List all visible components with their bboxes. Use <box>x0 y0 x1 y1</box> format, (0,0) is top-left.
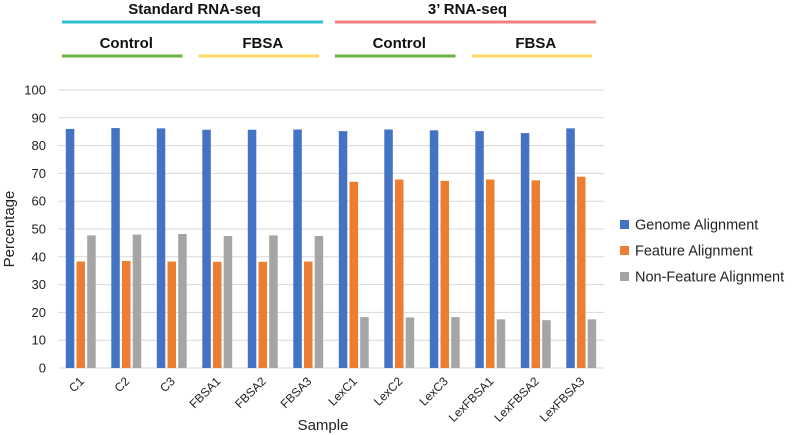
y-tick-label: 20 <box>32 305 46 320</box>
x-tick-label: LexFBSA2 <box>491 374 542 425</box>
bar-feature-alignment-c2 <box>122 260 131 368</box>
legend-label: Genome Alignment <box>635 218 758 234</box>
subgroup-header-label: Control <box>100 35 153 52</box>
bar-genome-alignment-fbsa3 <box>293 129 302 368</box>
subgroup-header-label: FBSA <box>515 35 556 52</box>
bar-genome-alignment-c2 <box>111 128 120 368</box>
x-tick-label: LexC3 <box>416 374 451 409</box>
x-tick-label: LexFBSA3 <box>537 374 588 425</box>
bar-feature-alignment-fbsa2 <box>258 261 267 368</box>
legend-label: Feature Alignment <box>635 244 753 260</box>
y-tick-label: 30 <box>32 277 46 292</box>
bar-feature-alignment-lexfbsa2 <box>531 180 540 368</box>
bar-feature-alignment-fbsa3 <box>304 261 313 368</box>
bar-genome-alignment-lexc1 <box>338 131 348 368</box>
bar-non-feature-alignment-c2 <box>132 234 142 368</box>
bar-non-feature-alignment-c3 <box>178 234 187 368</box>
x-axis-title: Sample <box>298 417 349 434</box>
bar-genome-alignment-lexfbsa1 <box>475 131 484 368</box>
bar-genome-alignment-lexfbsa2 <box>520 133 530 368</box>
bar-genome-alignment-c3 <box>156 128 166 368</box>
y-tick-label: 60 <box>32 194 46 209</box>
bar-feature-alignment-lexc2 <box>395 179 404 368</box>
bar-non-feature-alignment-c1 <box>87 235 96 368</box>
y-tick-label: 90 <box>32 110 46 125</box>
bars <box>65 128 597 368</box>
y-tick-label: 70 <box>32 166 46 181</box>
bar-non-feature-alignment-lexfbsa3 <box>587 319 597 368</box>
bar-genome-alignment-fbsa2 <box>247 129 257 368</box>
bar-non-feature-alignment-lexfbsa2 <box>542 320 551 368</box>
x-tick-label: C3 <box>157 374 178 395</box>
x-tick-label: FBSA3 <box>278 374 315 411</box>
group-header-label: Standard RNA-seq <box>128 1 261 18</box>
y-tick-label: 10 <box>32 333 46 348</box>
bar-feature-alignment-fbsa1 <box>213 261 222 368</box>
bar-non-feature-alignment-fbsa1 <box>223 235 233 368</box>
x-tick-label: FBSA2 <box>232 374 269 411</box>
bar-feature-alignment-lexfbsa3 <box>577 176 586 368</box>
bar-genome-alignment-c1 <box>65 128 75 368</box>
bar-non-feature-alignment-lexc3 <box>451 317 460 368</box>
bar-genome-alignment-lexc3 <box>429 130 439 368</box>
bar-feature-alignment-lexc1 <box>349 181 358 368</box>
group-header-label: 3’ RNA-seq <box>428 1 507 18</box>
y-axis-ticks: 0 10 20 30 40 50 60 70 80 90 100 <box>24 83 46 376</box>
y-tick-label: 80 <box>32 138 46 153</box>
bar-feature-alignment-lexfbsa1 <box>486 179 495 368</box>
bar-genome-alignment-lexc2 <box>384 129 393 368</box>
bar-feature-alignment-c3 <box>167 261 176 368</box>
bar-non-feature-alignment-lexfbsa1 <box>496 319 506 368</box>
x-tick-label: LexFBSA1 <box>446 374 497 425</box>
bar-feature-alignment-lexc3 <box>440 180 449 368</box>
gridlines <box>58 89 604 369</box>
x-tick-label: FBSA1 <box>187 374 224 411</box>
bar-non-feature-alignment-lexc1 <box>360 317 369 368</box>
bar-genome-alignment-fbsa1 <box>202 129 211 368</box>
bar-feature-alignment-c1 <box>76 261 85 368</box>
bar-genome-alignment-lexfbsa3 <box>566 128 575 368</box>
x-tick-label: LexC1 <box>325 374 360 409</box>
bar-non-feature-alignment-fbsa3 <box>314 235 324 368</box>
x-tick-label: LexC2 <box>371 374 406 409</box>
y-tick-label: 0 <box>39 361 46 376</box>
y-tick-label: 50 <box>32 222 46 237</box>
legend-swatch <box>620 272 629 281</box>
legend-swatch <box>620 220 629 229</box>
bar-non-feature-alignment-lexc2 <box>405 317 415 368</box>
legend: Genome Alignment Feature Alignment Non-Fea… <box>620 218 784 286</box>
legend-label: Non-Feature Alignment <box>635 270 784 286</box>
y-axis-title: Percentage <box>1 191 18 268</box>
y-tick-label: 40 <box>32 249 46 264</box>
y-tick-label: 100 <box>24 83 46 98</box>
x-tick-label: C1 <box>66 374 87 395</box>
subgroup-header-label: FBSA <box>242 35 283 52</box>
bar-non-feature-alignment-fbsa2 <box>269 235 278 368</box>
x-tick-label: C2 <box>112 374 133 395</box>
subgroup-header-label: Control <box>373 35 426 52</box>
legend-swatch <box>620 246 629 255</box>
